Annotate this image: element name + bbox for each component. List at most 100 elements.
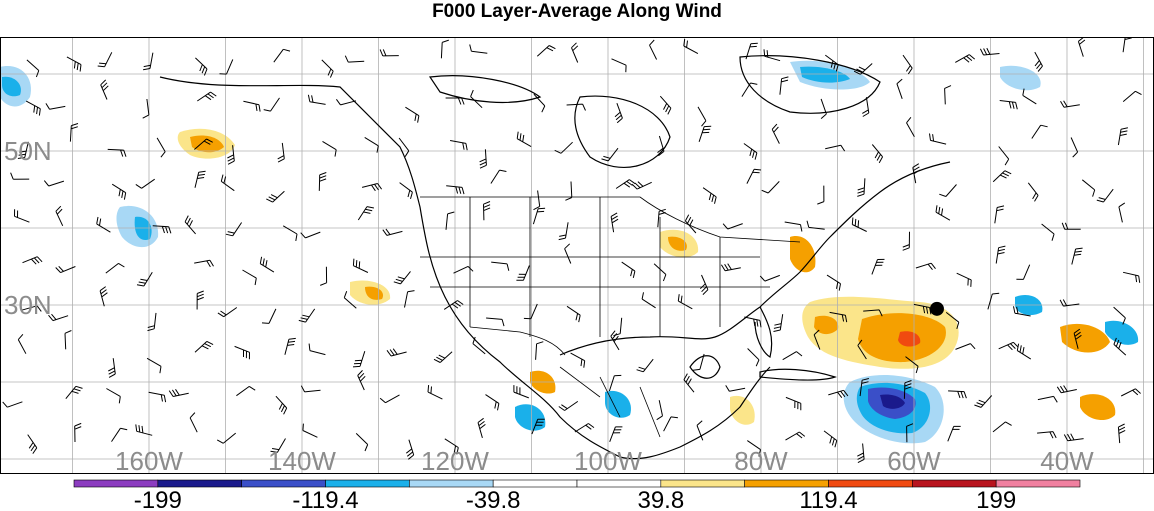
colorbar-label: 39.8 xyxy=(637,487,684,511)
wind-barb xyxy=(697,106,707,127)
positive-shading xyxy=(730,395,755,425)
wind-barb xyxy=(631,181,652,190)
wind-barb xyxy=(263,97,280,112)
wind-barb xyxy=(261,308,277,324)
wind-barb xyxy=(1016,264,1031,280)
florida xyxy=(754,306,773,358)
wind-barb xyxy=(1060,100,1080,108)
longitude-label: 160W xyxy=(115,446,183,474)
wind-barb xyxy=(825,144,846,152)
wind-barb xyxy=(197,91,217,102)
wind-barb xyxy=(995,245,1006,264)
positive-shading xyxy=(1080,394,1116,421)
wind-barb xyxy=(106,388,121,404)
colorbar-swatch xyxy=(576,479,662,488)
wind-barb xyxy=(477,417,486,439)
wind-barb xyxy=(974,395,993,408)
wind-barb xyxy=(1027,182,1039,202)
wind-barb xyxy=(156,137,166,158)
wind-barb xyxy=(565,181,573,201)
wind-barb xyxy=(906,116,915,137)
wind-barb xyxy=(227,145,235,165)
wind-barb xyxy=(66,56,82,72)
wind-barb xyxy=(779,76,789,95)
wind-barb xyxy=(1122,37,1132,53)
wind-barb xyxy=(100,79,109,100)
wind-barb xyxy=(829,311,848,323)
latitude-labels: 50N 30N xyxy=(4,136,52,320)
wind-barb xyxy=(105,262,125,274)
wind-barb xyxy=(146,357,162,374)
colorbar-swatch xyxy=(157,479,242,488)
wind-barb xyxy=(189,412,198,433)
wind-barb xyxy=(382,228,403,236)
wind-barb xyxy=(469,44,488,54)
wind-barb xyxy=(531,418,545,435)
wind-barb xyxy=(912,163,921,184)
wind-barb xyxy=(636,358,654,373)
wind-barb xyxy=(69,123,79,142)
wind-barb xyxy=(135,424,153,436)
wind-barb xyxy=(300,231,321,239)
wind-barb xyxy=(571,42,579,63)
wind-barb xyxy=(998,146,1010,166)
wind-barb xyxy=(871,258,885,275)
wind-barb xyxy=(722,223,743,230)
wind-barb xyxy=(275,395,288,415)
wind-barb xyxy=(692,353,705,371)
wind-barb xyxy=(282,225,298,241)
wind-barb xyxy=(277,142,285,163)
wind-barb xyxy=(216,432,237,444)
positive-shading xyxy=(668,236,687,251)
wind-barb xyxy=(219,59,234,75)
wind-barb xyxy=(825,54,839,72)
wind-barb xyxy=(225,222,243,237)
wind-barb xyxy=(196,290,204,310)
wind-barb xyxy=(806,220,825,230)
wind-barb xyxy=(470,89,483,109)
wind-barb xyxy=(828,389,849,399)
positive-shading xyxy=(814,315,839,335)
wind-barb xyxy=(111,183,127,200)
wind-barb xyxy=(610,212,619,233)
wind-barb xyxy=(357,206,374,221)
wind-barb xyxy=(266,190,285,203)
wind-barb xyxy=(725,385,746,392)
colorbar-swatch xyxy=(241,479,326,488)
colorbar-swatch xyxy=(660,479,745,488)
wind-barb xyxy=(1113,306,1126,325)
wind-barb xyxy=(352,258,369,273)
wind-barb xyxy=(1063,433,1084,442)
wind-barb xyxy=(43,180,65,187)
wind-barb xyxy=(483,201,491,221)
wind-barb xyxy=(379,49,399,57)
colorbar-swatch xyxy=(325,479,410,488)
wind-barb xyxy=(999,100,1018,110)
wind-barb xyxy=(404,290,415,308)
wind-barb xyxy=(195,57,208,76)
wind-barb xyxy=(820,98,827,119)
wind-barb xyxy=(427,385,443,400)
colorbar-labels: -199 -119.4 -39.8 39.8 119.4 199 xyxy=(134,487,1016,511)
wind-barb xyxy=(851,217,867,232)
wind-barb xyxy=(1071,247,1083,265)
wind-barb xyxy=(535,341,544,360)
colorbar-swatch xyxy=(73,479,159,488)
longitude-label: 100W xyxy=(574,446,642,474)
wind-barb xyxy=(699,274,709,295)
wind-barb xyxy=(902,231,910,251)
wind-barb xyxy=(1096,188,1114,203)
positive-shading xyxy=(898,331,921,347)
colorbar-swatch xyxy=(744,479,829,488)
wind-barb xyxy=(761,181,780,194)
colorbar-label: 119.4 xyxy=(799,487,857,511)
wind-barb xyxy=(992,421,1012,433)
wind-barb xyxy=(25,100,41,116)
wind-barb xyxy=(1070,137,1079,158)
wind-barb xyxy=(566,103,586,111)
wind-barb xyxy=(343,291,357,309)
wind-barb xyxy=(615,179,636,189)
wind-barb xyxy=(621,261,636,279)
wind-barb xyxy=(398,137,410,157)
wind-barb xyxy=(443,300,464,310)
